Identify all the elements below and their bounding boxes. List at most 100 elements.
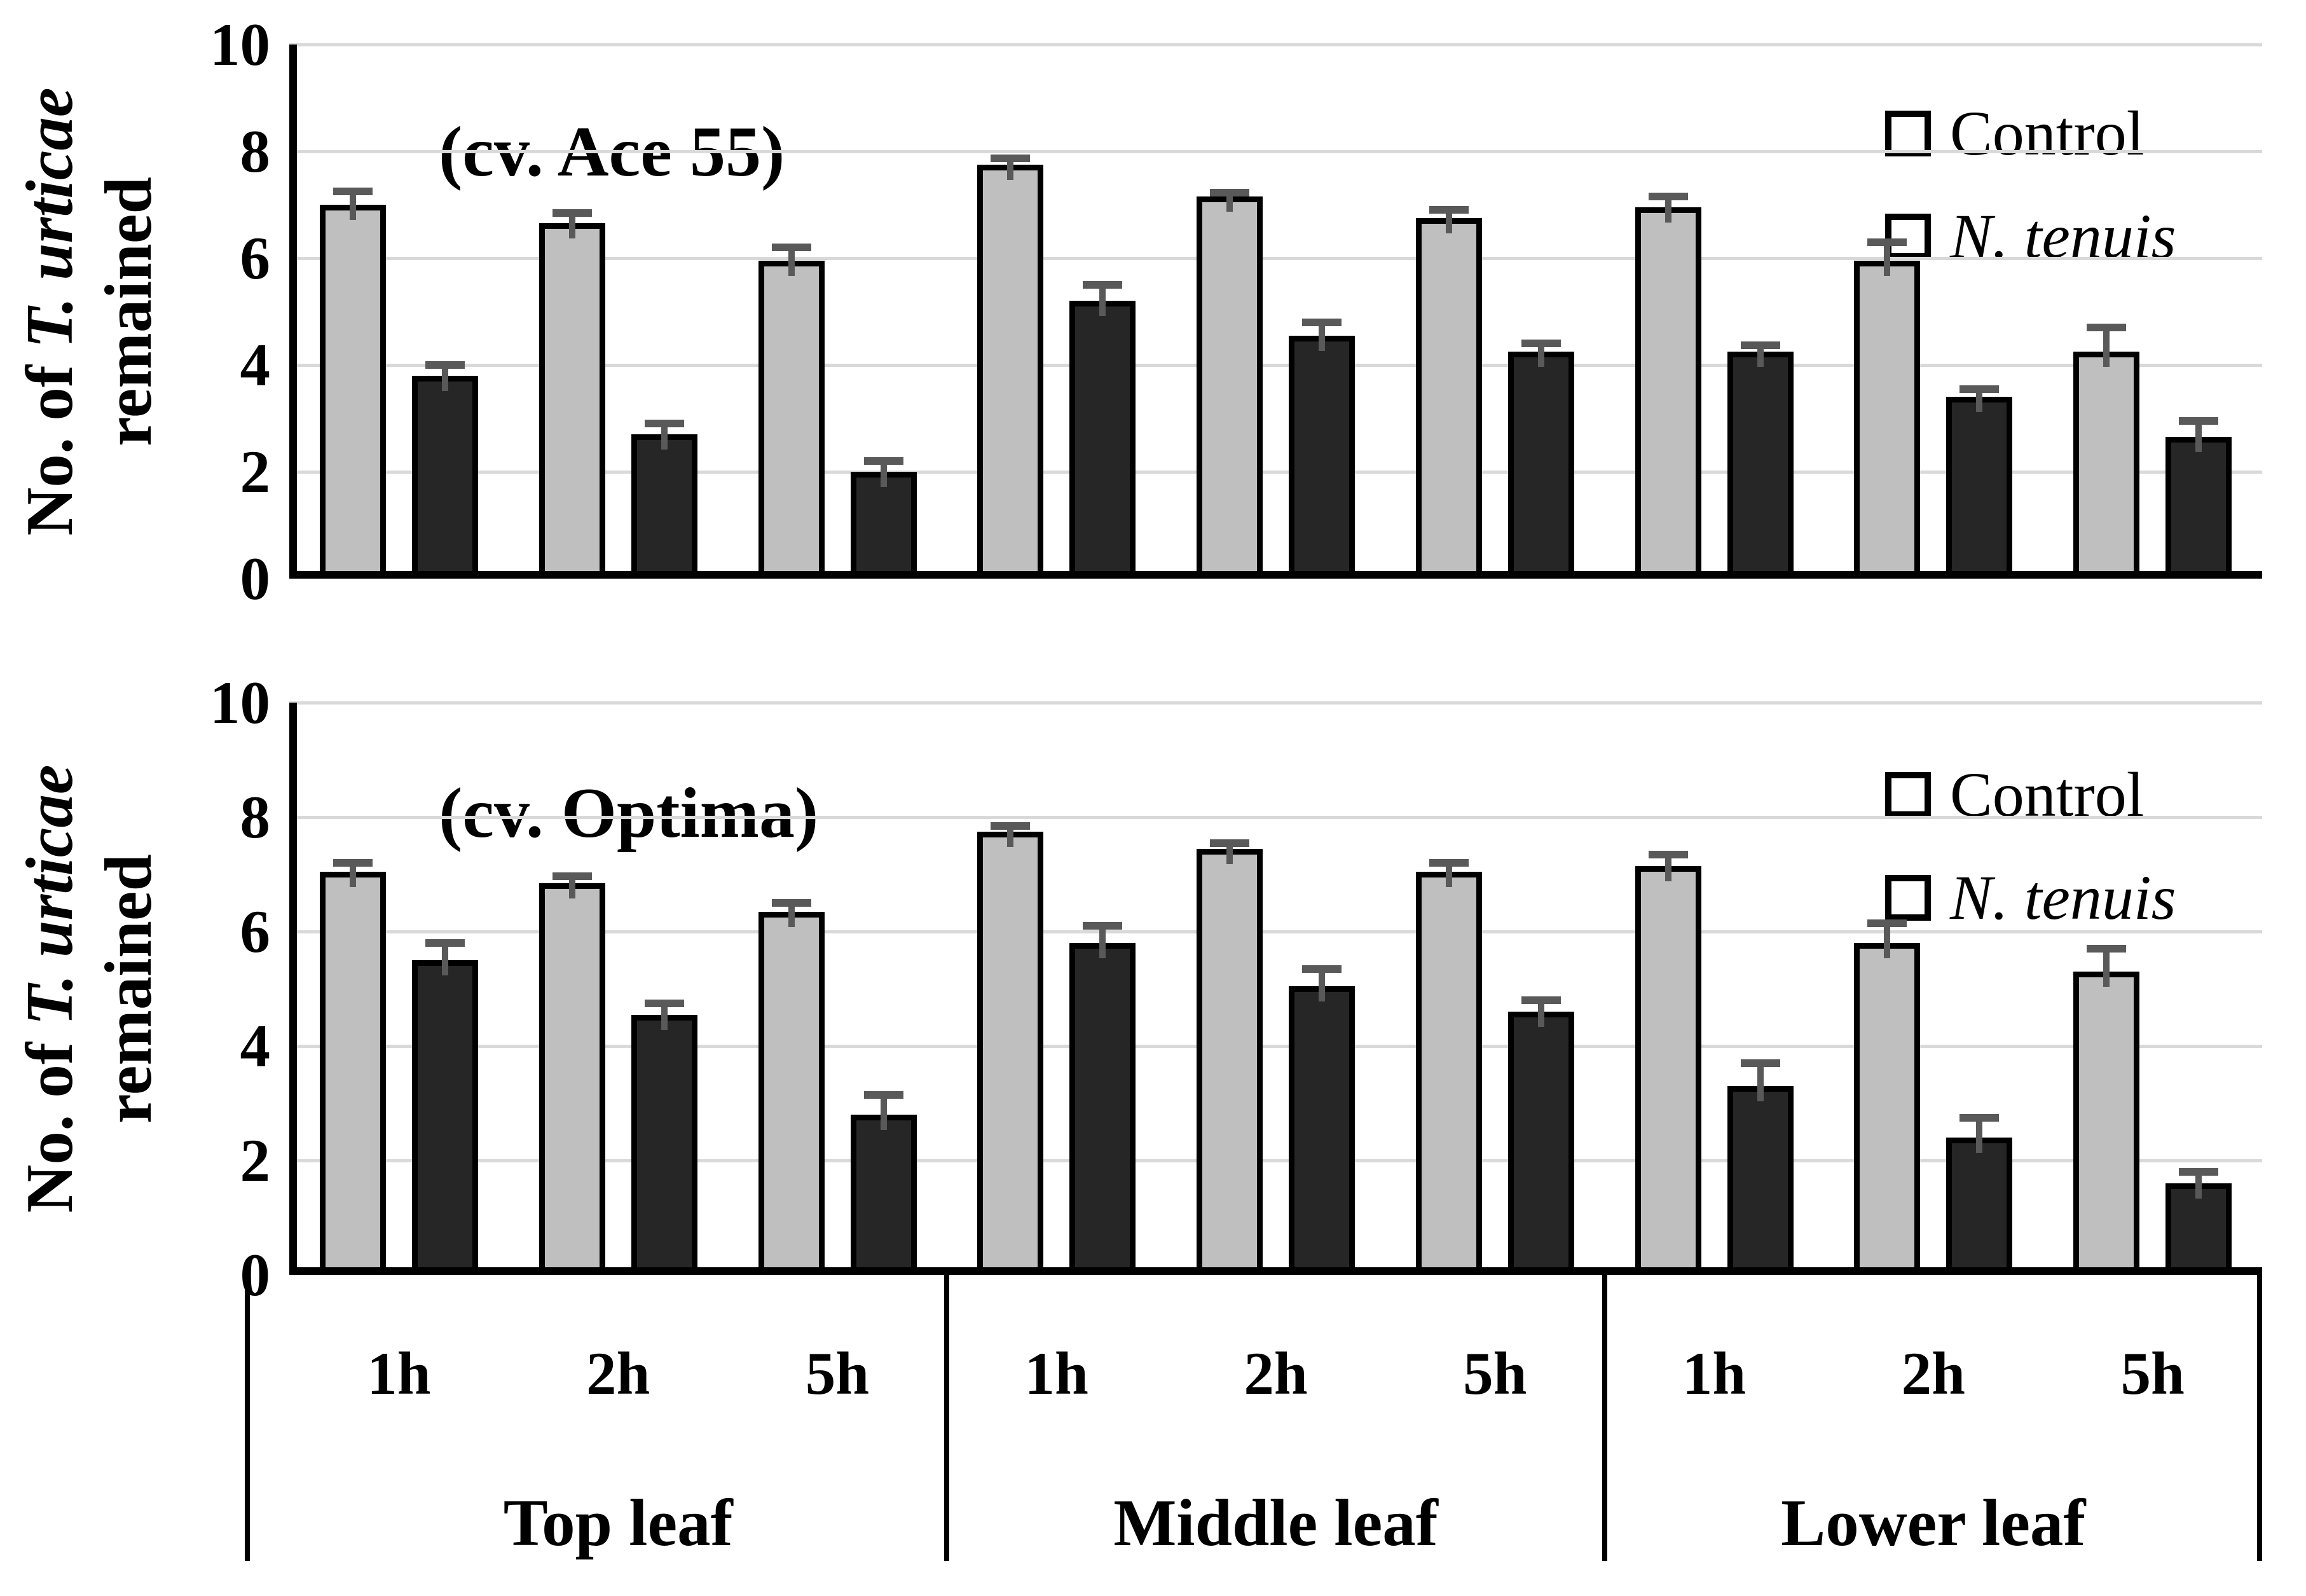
error-bar-stem — [2195, 1172, 2202, 1199]
legend-label-control: Control — [1950, 98, 2145, 169]
time-label: 5h — [2120, 1340, 2185, 1407]
bar-control — [1197, 196, 1263, 579]
bar-n-tenuis — [1946, 1138, 2013, 1275]
error-bar-stem — [1976, 1117, 1983, 1153]
error-bar-cap — [991, 822, 1031, 830]
bar-control — [539, 883, 605, 1275]
band-right-border — [2257, 1275, 2262, 1561]
error-bar-stem — [1099, 926, 1106, 958]
error-bar-cap — [644, 999, 684, 1007]
error-bar-cap — [1867, 238, 1907, 246]
x-axis-line — [289, 1267, 2262, 1275]
error-bar-stem — [2103, 949, 2110, 987]
bar-control — [1854, 943, 1921, 1275]
legend-item-control: Control — [1885, 102, 2176, 165]
panel-title-optima: (cv. Optima) — [439, 774, 819, 853]
error-bar-stem — [1537, 343, 1544, 367]
error-bar-stem — [1976, 389, 1983, 413]
legend: Control N. tenuis — [1885, 102, 2176, 268]
gridline — [289, 43, 2262, 46]
band-left-border — [245, 1275, 250, 1561]
error-bar-stem — [2103, 327, 2110, 367]
n-tenuis-swatch-icon — [1885, 214, 1931, 259]
y-axis-line — [289, 45, 297, 579]
y-tick-label: 10 — [210, 669, 270, 736]
y-tick-label: 8 — [240, 118, 271, 185]
bar-n-tenuis — [1727, 352, 1794, 579]
error-bar-cap — [1429, 206, 1469, 214]
plot-area-ace55: (cv. Ace 55) Control N. tenuis — [289, 43, 2262, 579]
legend-item-control: Control — [1885, 763, 2176, 827]
legend-item-n-tenuis: N. tenuis — [1885, 866, 2176, 930]
error-bar-cap — [1959, 385, 2000, 393]
error-bar-cap — [644, 420, 684, 428]
y-tick-label: 10 — [210, 11, 270, 78]
y-axis-title-line2: remained — [91, 177, 165, 446]
bar-n-tenuis — [850, 1115, 917, 1275]
bar-control — [2073, 352, 2140, 579]
error-bar-cap — [1740, 1059, 1780, 1067]
error-bar-stem — [1226, 192, 1233, 212]
error-bar-stem — [1099, 285, 1106, 317]
error-bar-cap — [552, 872, 592, 880]
bar-control — [539, 223, 605, 579]
gridline — [289, 1159, 2262, 1162]
category-band: 1h 2h 5h Top leaf 1h 2h 5h Middle leaf 1h 2h 5h Low… — [245, 1275, 2262, 1561]
bar-control — [320, 871, 386, 1275]
error-bar-cap — [771, 244, 811, 252]
band-group-divider — [944, 1275, 950, 1561]
bar-control — [1635, 865, 1701, 1275]
error-bar-stem — [788, 247, 795, 277]
time-label: 5h — [1463, 1340, 1527, 1407]
bar-control — [1854, 261, 1921, 579]
y-tick-label: 2 — [240, 438, 271, 506]
group-label: Middle leaf — [1113, 1485, 1438, 1560]
error-bar-stem — [1537, 1000, 1544, 1027]
error-bar-cap — [1959, 1113, 2000, 1122]
error-bar-cap — [425, 939, 465, 947]
bar-n-tenuis — [1727, 1086, 1794, 1275]
error-bar-cap — [991, 154, 1031, 162]
error-bar-cap — [2087, 324, 2127, 332]
n-tenuis-swatch-icon — [1885, 875, 1931, 921]
y-tick-label: 0 — [240, 545, 271, 612]
time-label: 1h — [367, 1340, 431, 1407]
error-bar-stem — [442, 365, 448, 391]
error-bar-stem — [568, 876, 575, 898]
error-bar-cap — [863, 1090, 903, 1099]
band-group-divider — [1602, 1275, 1607, 1561]
error-bar-cap — [333, 188, 373, 195]
time-label: 2h — [1901, 1340, 1965, 1407]
gridline — [289, 150, 2262, 153]
legend-label-n-tenuis: N. tenuis — [1950, 862, 2176, 933]
error-bar-stem — [788, 903, 795, 927]
bar-control — [977, 831, 1044, 1275]
error-bar-cap — [2087, 945, 2127, 953]
group-label: Top leaf — [503, 1485, 733, 1560]
error-bar-stem — [880, 1094, 887, 1130]
error-bar-stem — [350, 863, 356, 887]
error-bar-cap — [1740, 341, 1780, 349]
error-bar-stem — [1445, 863, 1452, 887]
error-bar-stem — [2195, 421, 2202, 453]
bar-n-tenuis — [1069, 943, 1136, 1275]
bar-n-tenuis — [631, 434, 697, 579]
bar-control — [977, 165, 1044, 579]
error-bar-stem — [1757, 345, 1764, 367]
bar-n-tenuis — [850, 472, 917, 579]
x-axis-line — [289, 571, 2262, 579]
error-bar-cap — [1429, 859, 1469, 867]
error-bar-cap — [1648, 850, 1688, 858]
error-bar-cap — [2179, 417, 2219, 425]
error-bar-stem — [1664, 854, 1671, 881]
error-bar-stem — [1664, 196, 1671, 223]
control-swatch-icon — [1885, 772, 1931, 818]
error-bar-cap — [863, 457, 903, 465]
gridline — [289, 1045, 2262, 1048]
bar-n-tenuis — [1289, 986, 1355, 1275]
error-bar-cap — [1302, 318, 1342, 326]
time-label: 2h — [1244, 1340, 1308, 1407]
bar-control — [320, 205, 386, 579]
time-label: 2h — [586, 1340, 650, 1407]
